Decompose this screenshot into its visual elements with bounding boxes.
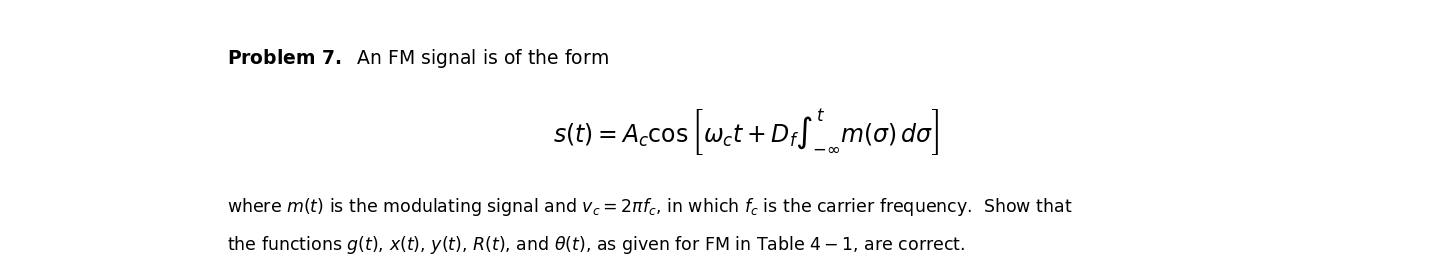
Text: the functions $g(t)$, $x(t)$, $y(t)$, $R(t)$, and $\theta(t)$, as given for FM i: the functions $g(t)$, $x(t)$, $y(t)$, $R…	[227, 234, 965, 256]
Text: $\mathbf{Problem\ 7.}$  $\mathrm{An\ FM\ signal\ is\ of\ the\ form}$: $\mathbf{Problem\ 7.}$ $\mathrm{An\ FM\ …	[227, 47, 609, 70]
Text: $s(t) = A_c \cos \left[ \omega_c t + D_f \int_{-\infty}^{t} m(\sigma)\, d\sigma : $s(t) = A_c \cos \left[ \omega_c t + D_f…	[553, 108, 939, 159]
Text: where $m(t)$ is the modulating signal and $v_c = 2\pi f_c$, in which $f_c$ is th: where $m(t)$ is the modulating signal an…	[227, 196, 1073, 218]
